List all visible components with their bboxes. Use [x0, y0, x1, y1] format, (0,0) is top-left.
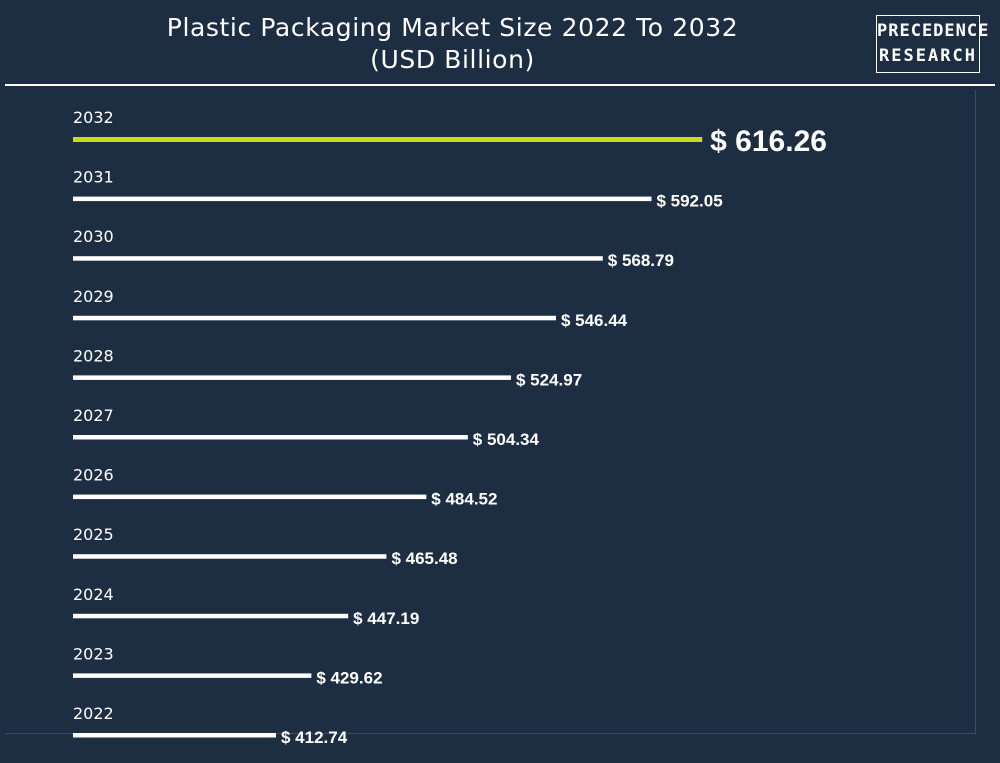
- bar-2025: [73, 554, 387, 559]
- value-label-2028: $ 524.97: [516, 370, 582, 389]
- frame-bottom-border: [5, 733, 976, 734]
- chart-title: Plastic Packaging Market Size 2022 To 20…: [0, 12, 905, 76]
- category-label-2024: 2024: [73, 585, 114, 604]
- category-label-2026: 2026: [73, 466, 114, 485]
- category-label-2023: 2023: [73, 644, 114, 663]
- value-label-2026: $ 484.52: [431, 490, 497, 509]
- value-label-2027: $ 504.34: [473, 430, 540, 449]
- bar-2023: [73, 673, 312, 678]
- bar-2031: [73, 196, 652, 202]
- value-label-2030: $ 568.79: [608, 251, 674, 270]
- value-label-2029: $ 546.44: [561, 311, 628, 330]
- bar-2030: [73, 256, 603, 261]
- category-label-2027: 2027: [73, 406, 114, 425]
- bar-2029: [73, 315, 556, 321]
- chart-title-line1: Plastic Packaging Market Size 2022 To 20…: [166, 13, 739, 42]
- value-label-2022: $ 412.74: [281, 728, 348, 747]
- category-label-2022: 2022: [73, 704, 114, 723]
- logo-line1: PRECEDENCE: [877, 21, 990, 41]
- frame-right-border: [975, 90, 976, 733]
- category-label-2029: 2029: [73, 287, 114, 306]
- logo-line2: RESEARCH: [879, 46, 977, 66]
- bar-2032: [73, 137, 703, 142]
- value-label-2024: $ 447.19: [353, 609, 419, 628]
- bar-2022: [73, 733, 276, 738]
- header-divider: [5, 84, 995, 86]
- category-label-2032: 2032: [73, 108, 114, 127]
- chart-subtitle: (USD Billion): [370, 45, 535, 74]
- value-label-2032: $ 616.26: [710, 125, 827, 158]
- category-label-2025: 2025: [73, 525, 114, 544]
- value-label-2031: $ 592.05: [656, 192, 722, 211]
- bar-2026: [73, 494, 427, 500]
- category-label-2028: 2028: [73, 346, 114, 365]
- value-label-2025: $ 465.48: [391, 549, 457, 568]
- value-label-2023: $ 429.62: [316, 668, 382, 687]
- precedence-research-logo: PRECEDENCE RESEARCH: [876, 15, 990, 73]
- bar-2027: [73, 435, 468, 440]
- bar-2024: [73, 613, 349, 619]
- bar-2028: [73, 375, 512, 380]
- category-label-2031: 2031: [73, 168, 114, 187]
- category-label-2030: 2030: [73, 227, 114, 246]
